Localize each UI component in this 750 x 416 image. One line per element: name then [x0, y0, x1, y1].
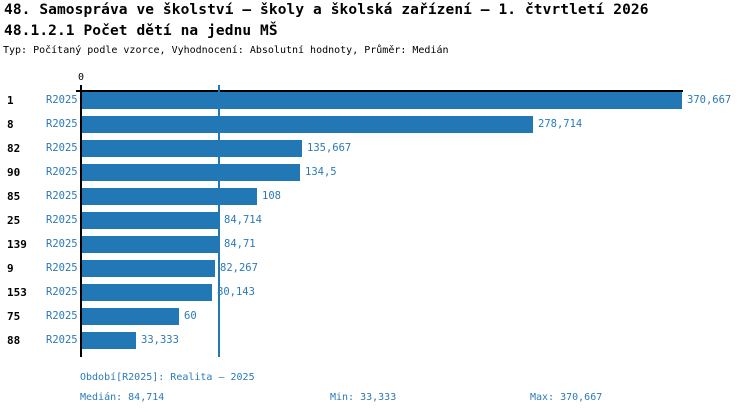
bar-value-label: 370,667: [687, 94, 732, 106]
row-category-label: 8: [7, 118, 14, 131]
median-stat: Medián: 84,714: [80, 392, 165, 403]
y-axis-line: [80, 90, 82, 357]
row-series-label: R2025: [46, 262, 78, 274]
bar[interactable]: [82, 92, 682, 109]
bar[interactable]: [82, 236, 219, 253]
bar-value-label: 84,714: [224, 214, 262, 226]
x-axis-zero-tick: [80, 85, 82, 90]
bar-value-label: 84,71: [224, 238, 256, 250]
row-category-label: 82: [7, 142, 21, 155]
row-series-label: R2025: [46, 214, 78, 226]
bar[interactable]: [82, 164, 300, 181]
bar-value-label: 82,267: [220, 262, 258, 274]
bar-value-label: 108: [262, 190, 281, 202]
row-category-label: 1: [7, 94, 14, 107]
bar-value-label: 134,5: [305, 166, 337, 178]
bar[interactable]: [82, 332, 136, 349]
chart-subtitle: 48.1.2.1 Počet dětí na jednu MŠ: [4, 23, 278, 39]
chart-meta-line: Typ: Počítaný podle vzorce, Vyhodnocení:…: [3, 45, 449, 56]
max-stat: Max: 370,667: [530, 392, 603, 403]
min-stat: Min: 33,333: [330, 392, 397, 403]
x-axis-zero-tick-label: 0: [77, 72, 85, 83]
row-category-label: 90: [7, 166, 21, 179]
bar-value-label: 135,667: [307, 142, 352, 154]
row-series-label: R2025: [46, 334, 78, 346]
row-category-label: 139: [7, 238, 27, 251]
bar[interactable]: [82, 284, 212, 301]
bar[interactable]: [82, 260, 215, 277]
page-title: 48. Samospráva ve školství – školy a ško…: [4, 2, 649, 18]
row-category-label: 88: [7, 334, 21, 347]
row-series-label: R2025: [46, 310, 78, 322]
row-category-label: 85: [7, 190, 21, 203]
row-series-label: R2025: [46, 166, 78, 178]
row-series-label: R2025: [46, 286, 78, 298]
row-series-label: R2025: [46, 94, 78, 106]
bar-value-label: 33,333: [141, 334, 179, 346]
row-category-label: 9: [7, 262, 14, 275]
bar[interactable]: [82, 308, 179, 325]
bar[interactable]: [82, 140, 302, 157]
bar-value-label: 60: [184, 310, 197, 322]
row-series-label: R2025: [46, 238, 78, 250]
median-marker-line: [218, 85, 220, 357]
row-category-label: 153: [7, 286, 27, 299]
row-series-label: R2025: [46, 118, 78, 130]
bar[interactable]: [82, 188, 257, 205]
bar-value-label: 80,143: [217, 286, 255, 298]
row-category-label: 75: [7, 310, 21, 323]
row-series-label: R2025: [46, 142, 78, 154]
bar[interactable]: [82, 212, 219, 229]
period-legend: Období[R2025]: Realita – 2025: [80, 372, 255, 383]
row-series-label: R2025: [46, 190, 78, 202]
bar[interactable]: [82, 116, 533, 133]
bar-value-label: 278,714: [538, 118, 583, 130]
x-axis-line: [76, 90, 683, 92]
row-category-label: 25: [7, 214, 21, 227]
